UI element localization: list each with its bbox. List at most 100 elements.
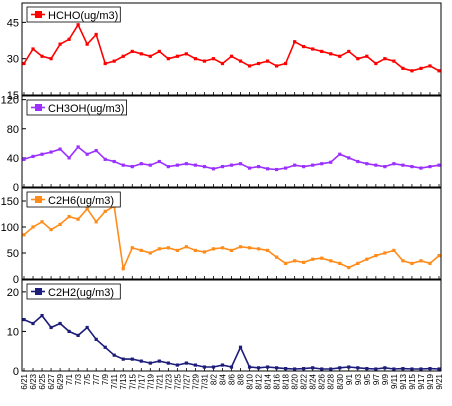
data-point bbox=[329, 259, 333, 263]
data-point bbox=[220, 165, 225, 169]
x-tick-label: 7/1 bbox=[65, 373, 74, 385]
x-tick-label: 8/6 bbox=[228, 373, 237, 385]
y-tick-label: 45 bbox=[7, 17, 19, 29]
panel-hcho-ug-m3: 15 30 45 HCHO(ug/m3) bbox=[7, 2, 442, 102]
data-point bbox=[31, 225, 35, 229]
legend: C2H2(ug/m3) bbox=[26, 283, 121, 300]
data-point bbox=[401, 367, 405, 371]
data-point bbox=[85, 325, 89, 330]
data-point bbox=[31, 321, 35, 326]
legend-box bbox=[26, 6, 121, 23]
data-point bbox=[175, 363, 179, 367]
y-tick-label: 100 bbox=[1, 222, 19, 234]
data-point bbox=[320, 162, 324, 166]
data-point bbox=[229, 365, 234, 369]
data-point bbox=[193, 163, 198, 167]
data-point bbox=[58, 147, 62, 151]
y-tick-label: 40 bbox=[7, 153, 19, 165]
x-tick-label: 9/17 bbox=[417, 373, 426, 389]
data-point bbox=[374, 367, 378, 371]
data-point bbox=[175, 248, 179, 252]
x-tick-label: 9/13 bbox=[399, 373, 408, 389]
data-point bbox=[211, 167, 216, 171]
data-point bbox=[49, 325, 53, 330]
data-point bbox=[67, 215, 71, 219]
data-point bbox=[85, 42, 89, 46]
data-point bbox=[293, 40, 297, 44]
data-point bbox=[175, 54, 179, 58]
x-axis-labels: 6/21 6/23 6/25 6/27 6/29 7/1 7/3 7/5 7/7 7/9 7/11 7… bbox=[20, 373, 444, 389]
x-tick-label: 9/11 bbox=[390, 373, 399, 389]
x-tick-label: 6/27 bbox=[47, 373, 56, 389]
y-tick-label: 150 bbox=[1, 196, 19, 208]
data-point bbox=[139, 359, 143, 363]
data-point bbox=[374, 254, 378, 258]
y-tick-label: 20 bbox=[7, 287, 19, 299]
data-point bbox=[392, 367, 396, 371]
x-tick-label: 8/30 bbox=[336, 373, 345, 389]
data-point bbox=[265, 167, 270, 171]
data-point bbox=[428, 64, 432, 68]
x-tick-label: 9/9 bbox=[381, 373, 390, 385]
x-tick-label: 7/27 bbox=[182, 373, 191, 389]
data-point bbox=[85, 152, 89, 156]
data-point bbox=[67, 37, 71, 41]
data-point bbox=[229, 163, 234, 167]
data-point bbox=[139, 52, 143, 56]
y-tick-label: 80 bbox=[7, 124, 19, 136]
x-tick-label: 7/13 bbox=[119, 373, 128, 389]
data-point bbox=[166, 361, 170, 365]
x-tick-label: 8/16 bbox=[273, 373, 282, 389]
panel-c2h6-ug-m3: 0 50 100 150 C2H6(ug/m3) bbox=[1, 187, 442, 286]
data-point bbox=[256, 61, 261, 66]
data-point bbox=[58, 222, 62, 226]
x-tick-label: 8/22 bbox=[300, 373, 309, 389]
legend-label: C2H6(ug/m3) bbox=[48, 195, 114, 207]
data-point bbox=[157, 49, 161, 54]
legend-swatch-marker bbox=[35, 288, 42, 295]
x-tick-label: 7/11 bbox=[110, 373, 119, 389]
data-point bbox=[31, 47, 35, 51]
data-point bbox=[265, 248, 270, 252]
data-point bbox=[184, 245, 188, 249]
data-point bbox=[311, 47, 315, 51]
y-tick-label: 0 bbox=[13, 366, 19, 378]
legend-box bbox=[26, 283, 121, 300]
data-point bbox=[40, 314, 44, 318]
data-point bbox=[293, 259, 297, 263]
data-point bbox=[130, 165, 134, 169]
data-point bbox=[139, 162, 143, 166]
y-tick-label: 120 bbox=[1, 95, 19, 107]
data-point bbox=[103, 209, 107, 213]
x-tick-label: 8/20 bbox=[291, 373, 300, 389]
data-point bbox=[247, 64, 252, 68]
data-point bbox=[329, 367, 333, 371]
data-point bbox=[103, 157, 107, 161]
data-point bbox=[365, 257, 369, 261]
data-point bbox=[392, 59, 396, 63]
data-point bbox=[49, 150, 53, 154]
x-tick-label: 7/5 bbox=[83, 373, 92, 385]
data-point bbox=[220, 246, 225, 250]
data-point bbox=[22, 61, 26, 66]
data-point bbox=[67, 156, 71, 160]
data-point bbox=[40, 152, 44, 156]
data-point bbox=[256, 366, 261, 370]
data-point bbox=[338, 54, 342, 58]
panel-c2h2-ug-m3: 0 10 20 C2H2(ug/m3) bbox=[7, 279, 442, 378]
x-tick-label: 9/5 bbox=[363, 373, 372, 385]
data-point bbox=[284, 166, 288, 170]
panel-ch3oh-ug-m3: 0 40 80 120 CH3OH(ug/m3) bbox=[1, 95, 442, 194]
data-point bbox=[365, 162, 369, 166]
x-tick-label: 7/17 bbox=[137, 373, 146, 389]
data-point bbox=[58, 42, 62, 46]
data-point bbox=[365, 367, 369, 371]
data-point bbox=[22, 317, 26, 322]
data-point bbox=[401, 163, 405, 167]
data-point bbox=[49, 57, 53, 61]
x-tick-label: 8/4 bbox=[219, 373, 228, 385]
data-point bbox=[193, 248, 198, 252]
data-point bbox=[148, 163, 152, 167]
data-point bbox=[374, 61, 378, 66]
